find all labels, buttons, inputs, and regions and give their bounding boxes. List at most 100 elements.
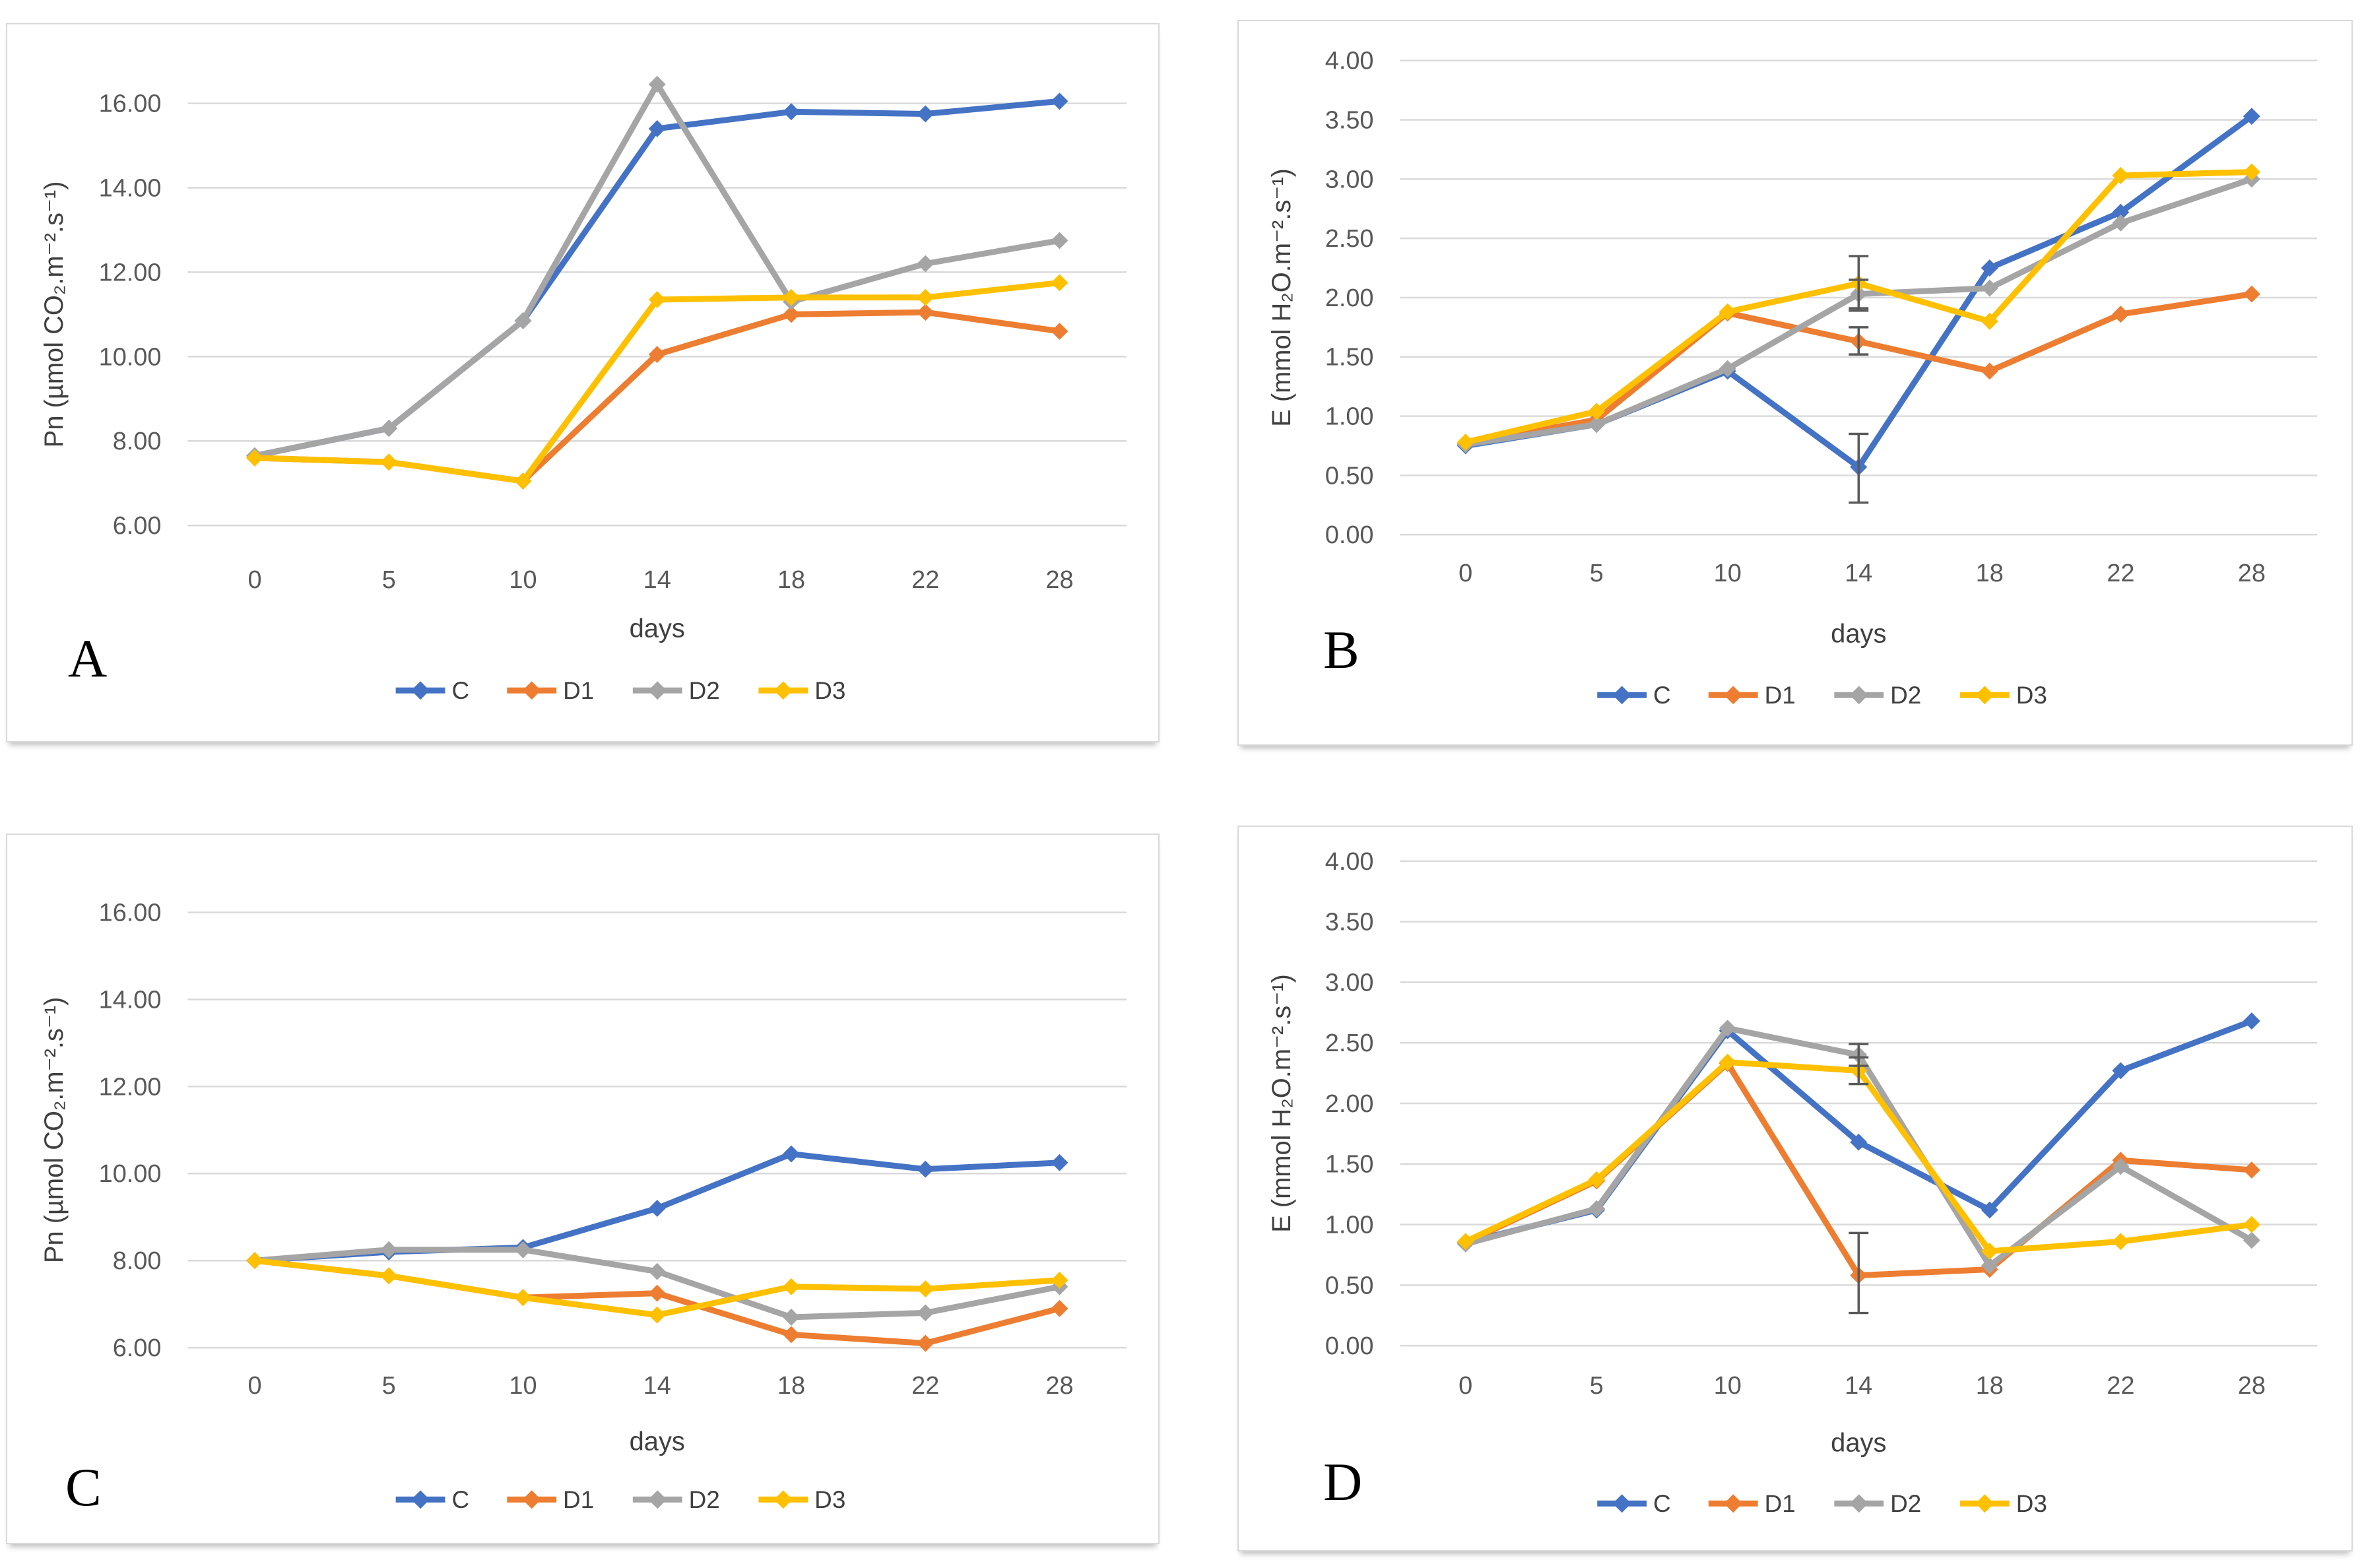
y-axis-tick-labels: 6.00 8.00 10.00 12.00 14.00 16.00	[99, 90, 162, 540]
legend-item-C: C	[1597, 1490, 1671, 1517]
data-point-marker	[1850, 1133, 1868, 1151]
data-point-marker	[246, 1252, 263, 1270]
legend-item-C: C	[395, 1486, 469, 1513]
legend-marker-icon	[1612, 1494, 1631, 1513]
y-tick-label: 3.50	[1325, 909, 1374, 936]
panel-letter-A: A	[68, 628, 108, 688]
x-tick-label: 28	[2238, 1372, 2266, 1400]
x-tick-label: 18	[777, 566, 805, 594]
data-point-marker	[783, 1326, 800, 1344]
legend-marker-icon	[1849, 686, 1868, 705]
data-point-marker	[1588, 403, 1606, 420]
series-line-D3	[1462, 1059, 2255, 1255]
legend-label: D3	[2016, 682, 2047, 709]
data-point-marker	[1051, 323, 1068, 340]
x-tick-label: 14	[643, 1372, 671, 1400]
legend-item-C: C	[395, 677, 469, 704]
x-axis-tick-labels: 0 5 10 14 18 22 28	[247, 1372, 1073, 1400]
data-point-marker	[917, 288, 935, 306]
legend-item-D1: D1	[1708, 1490, 1796, 1517]
line-chart-C: 6.00 8.00 10.00 12.00 14.00 16.00 0 5 10 14 18 22 28…	[40, 899, 1127, 1513]
legend-item-D3: D3	[1959, 1490, 2047, 1517]
data-point-marker	[1981, 312, 1998, 330]
x-tick-label: 22	[911, 1372, 939, 1400]
legend-item-D2: D2	[632, 677, 720, 704]
legend-label: D1	[1765, 1490, 1796, 1517]
legend-item-D1: D1	[1708, 682, 1796, 709]
y-tick-label: 16.00	[99, 899, 162, 927]
y-tick-label: 14.00	[99, 174, 162, 202]
line-chart-D: 0.00 0.50 1.00 1.50 2.00 2.50 3.00 3.50 4.00 0 5 10…	[1267, 848, 2318, 1517]
y-tick-label: 3.00	[1325, 969, 1374, 996]
legend-label: C	[1653, 682, 1671, 709]
data-point-marker	[783, 306, 800, 323]
legend-marker-icon	[648, 681, 667, 700]
legend-item-D1: D1	[507, 677, 594, 704]
x-axis-tick-labels: 0 5 10 14 18 22 28	[247, 566, 1073, 594]
x-tick-label: 28	[2238, 560, 2266, 587]
data-point-marker	[648, 346, 666, 364]
series-line-D2	[251, 81, 1063, 459]
x-tick-label: 0	[1459, 560, 1472, 587]
data-point-marker	[1719, 1053, 1736, 1071]
legend-label: D1	[1765, 682, 1796, 709]
data-point-marker	[2243, 1161, 2260, 1179]
legend-marker-icon	[773, 1490, 793, 1509]
data-point-marker	[917, 1280, 935, 1298]
legend-item-D1: D1	[507, 1486, 594, 1513]
legend-marker-icon	[1975, 686, 1994, 705]
legend-marker-icon	[1724, 1494, 1743, 1513]
x-axis-tick-labels: 0 5 10 14 18 22 28	[1459, 1372, 2266, 1400]
y-axis-title: Pn (µmol CO₂.m⁻².s⁻¹)	[40, 181, 69, 448]
legend-marker-icon	[522, 681, 541, 700]
data-point-marker	[246, 449, 263, 467]
data-point-marker	[917, 1160, 935, 1178]
x-tick-label: 28	[1045, 1372, 1073, 1400]
legend-label: C	[451, 677, 469, 704]
x-tick-label: 10	[509, 566, 537, 594]
line-chart-A: 6.00 8.00 10.00 12.00 14.00 16.00 0 5 10 14 18 22 28…	[40, 75, 1127, 704]
x-tick-label: 14	[1845, 1372, 1872, 1400]
y-tick-label: 3.00	[1325, 166, 1374, 193]
x-tick-label: 22	[2107, 1372, 2134, 1400]
data-point-marker	[917, 1334, 935, 1352]
data-point-marker	[514, 312, 532, 329]
x-tick-label: 22	[2107, 560, 2134, 587]
legend-marker-icon	[1612, 686, 1631, 705]
data-point-marker	[783, 288, 800, 306]
data-point-marker	[783, 1278, 800, 1295]
y-tick-label: 8.00	[113, 428, 162, 455]
data-point-marker	[380, 453, 398, 471]
data-point-marker	[1981, 362, 1998, 380]
data-point-marker	[783, 1145, 800, 1163]
legend: C D1 D2 D3	[1597, 1490, 2047, 1517]
y-axis-title: E (mmol H₂O.m⁻².s⁻¹)	[1267, 974, 1296, 1233]
panel-letter-D: D	[1323, 1452, 1363, 1512]
data-point-marker	[2243, 1012, 2260, 1030]
y-axis-tick-labels: 0.00 0.50 1.00 1.50 2.00 2.50 3.00 3.50 4.00	[1325, 48, 1374, 549]
y-axis-tick-labels: 0.00 0.50 1.00 1.50 2.00 2.50 3.00 3.50 4.00	[1325, 848, 1374, 1360]
legend-item-D2: D2	[632, 1486, 720, 1513]
x-axis-title: days	[630, 614, 685, 643]
legend-label: D3	[814, 1486, 845, 1513]
legend-marker-icon	[1724, 686, 1743, 705]
data-point-marker	[648, 1306, 666, 1324]
y-tick-label: 2.50	[1325, 225, 1374, 253]
legend-label: D2	[689, 1486, 720, 1513]
x-tick-label: 5	[1590, 1372, 1604, 1400]
panel-B: 0.00 0.50 1.00 1.50 2.00 2.50 3.00 3.50 4.00 0 5 10…	[1237, 20, 2353, 746]
y-tick-label: 1.50	[1325, 1151, 1374, 1179]
y-tick-label: 0.00	[1325, 1332, 1374, 1360]
x-tick-label: 22	[911, 566, 939, 594]
x-tick-label: 18	[1976, 1372, 2004, 1400]
data-point-marker	[1588, 1200, 1606, 1218]
y-axis-title: Pn (µmol CO₂.m⁻².s⁻¹)	[40, 997, 69, 1264]
x-tick-label: 5	[1590, 560, 1604, 587]
legend-label: D2	[1890, 682, 1921, 709]
x-axis-title: days	[1831, 620, 1886, 649]
legend-label: D3	[814, 677, 845, 704]
y-tick-label: 10.00	[99, 1160, 162, 1188]
data-point-marker	[380, 1267, 398, 1285]
y-tick-label: 10.00	[99, 343, 162, 371]
data-point-marker	[2243, 163, 2260, 181]
